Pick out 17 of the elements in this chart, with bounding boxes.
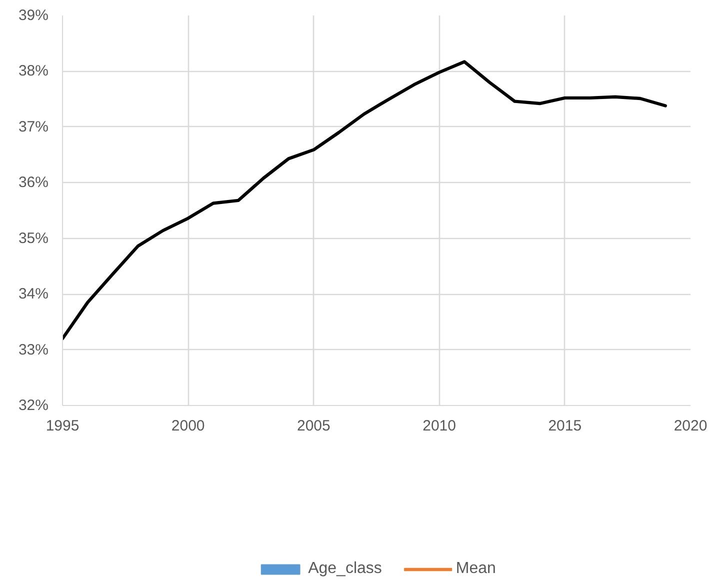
- x-tick-label: 2015: [548, 418, 582, 434]
- line-series: [62, 60, 667, 340]
- x-tick-label: 2005: [297, 418, 330, 434]
- y-tick-label: 36%: [18, 174, 49, 192]
- y-tick-label: 37%: [18, 118, 49, 136]
- x-tick-label: 2010: [422, 418, 456, 434]
- x-tick-label: 2000: [171, 418, 205, 434]
- y-tick-label: 32%: [18, 397, 49, 414]
- y-tick-label: 33%: [18, 341, 49, 358]
- y-tick-label: 38%: [18, 62, 49, 80]
- legend-label: Mean: [456, 560, 496, 578]
- y-tick-label: 34%: [18, 286, 49, 303]
- x-tick-label: 1995: [46, 418, 80, 434]
- y-tick-label: 39%: [18, 7, 49, 24]
- legend-label: Age_class: [308, 560, 382, 578]
- y-tick-label: 35%: [18, 230, 49, 247]
- x-tick-label: 2020: [674, 418, 708, 434]
